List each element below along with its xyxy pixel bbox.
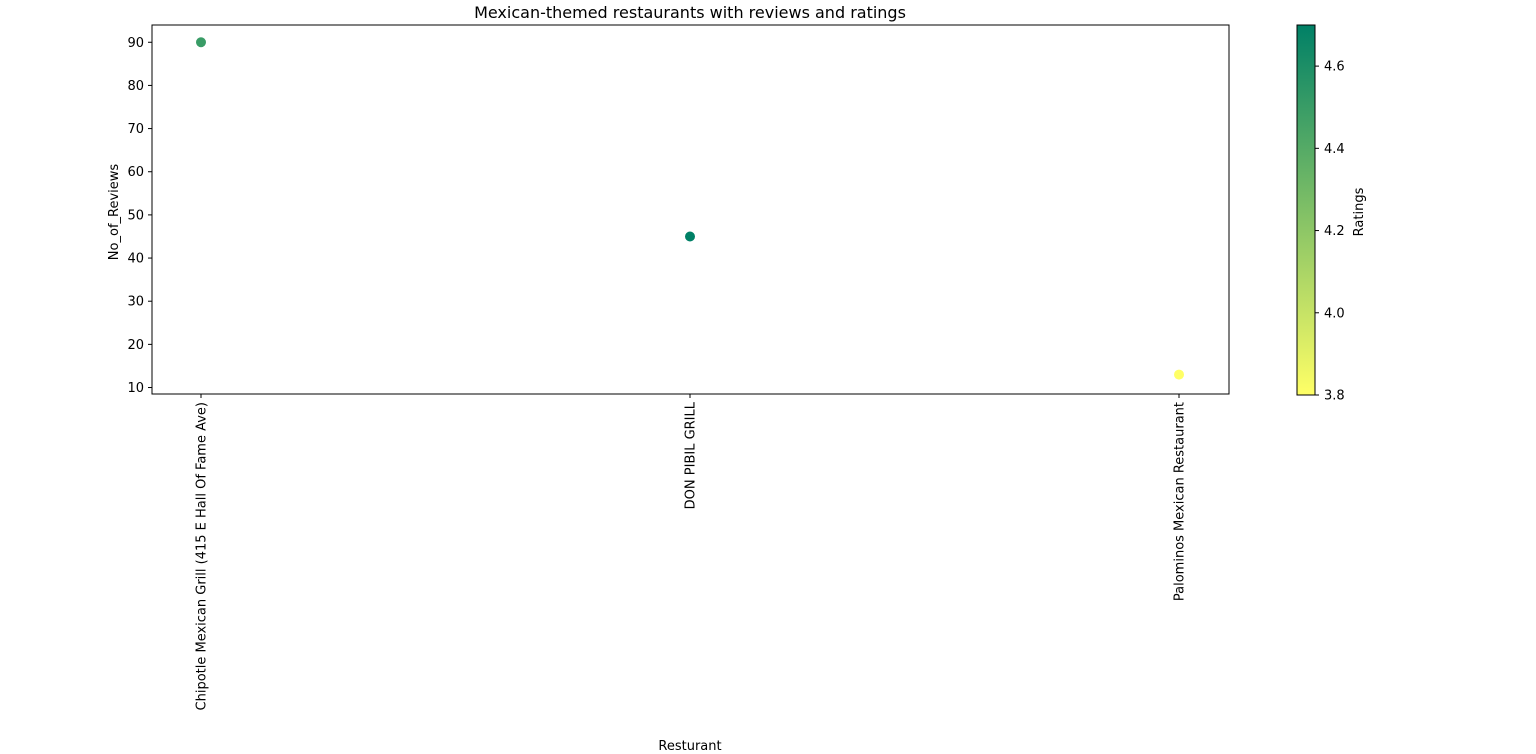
y-axis: 10 20 30 40 50 60 70 80 90 xyxy=(127,36,152,396)
plot-area xyxy=(151,24,1230,395)
colorbar-tick-label: 4.2 xyxy=(1324,224,1345,239)
colorbar-tick-label: 4.6 xyxy=(1324,60,1345,75)
y-tick-label: 60 xyxy=(127,165,144,180)
y-tick-label: 30 xyxy=(127,295,144,310)
x-tick-label: Chipotle Mexican Grill (415 E Hall Of Fa… xyxy=(195,402,210,710)
x-axis: Chipotle Mexican Grill (415 E Hall Of Fa… xyxy=(195,394,1188,710)
scatter-points xyxy=(196,37,1184,380)
y-axis-label: No_of_Reviews xyxy=(107,164,122,261)
colorbar xyxy=(1296,24,1316,396)
scatter-point xyxy=(685,231,695,242)
scatter-point xyxy=(1174,369,1184,380)
y-tick-label: 90 xyxy=(127,36,144,51)
y-tick-label: 70 xyxy=(127,122,144,137)
colorbar-label: Ratings xyxy=(1352,187,1367,236)
colorbar-axis: 3.8 4.0 4.2 4.4 4.6 xyxy=(1315,60,1345,404)
x-tick-label: Palominos Mexican Restaurant xyxy=(1173,402,1188,601)
y-tick-label: 50 xyxy=(127,208,144,223)
y-tick-label: 20 xyxy=(127,338,144,353)
colorbar-tick-label: 4.4 xyxy=(1324,142,1345,157)
scatter-point xyxy=(196,37,206,48)
colorbar-tick-label: 4.0 xyxy=(1324,306,1345,321)
x-axis-label: Resturant xyxy=(658,739,721,754)
colorbar-tick-label: 3.8 xyxy=(1324,389,1345,404)
y-tick-label: 40 xyxy=(127,252,144,267)
chart-title: Mexican-themed restaurants with reviews … xyxy=(474,3,906,22)
x-tick-label: DON PIBIL GRILL xyxy=(684,401,699,509)
y-tick-label: 80 xyxy=(127,79,144,94)
y-tick-label: 10 xyxy=(127,381,144,396)
